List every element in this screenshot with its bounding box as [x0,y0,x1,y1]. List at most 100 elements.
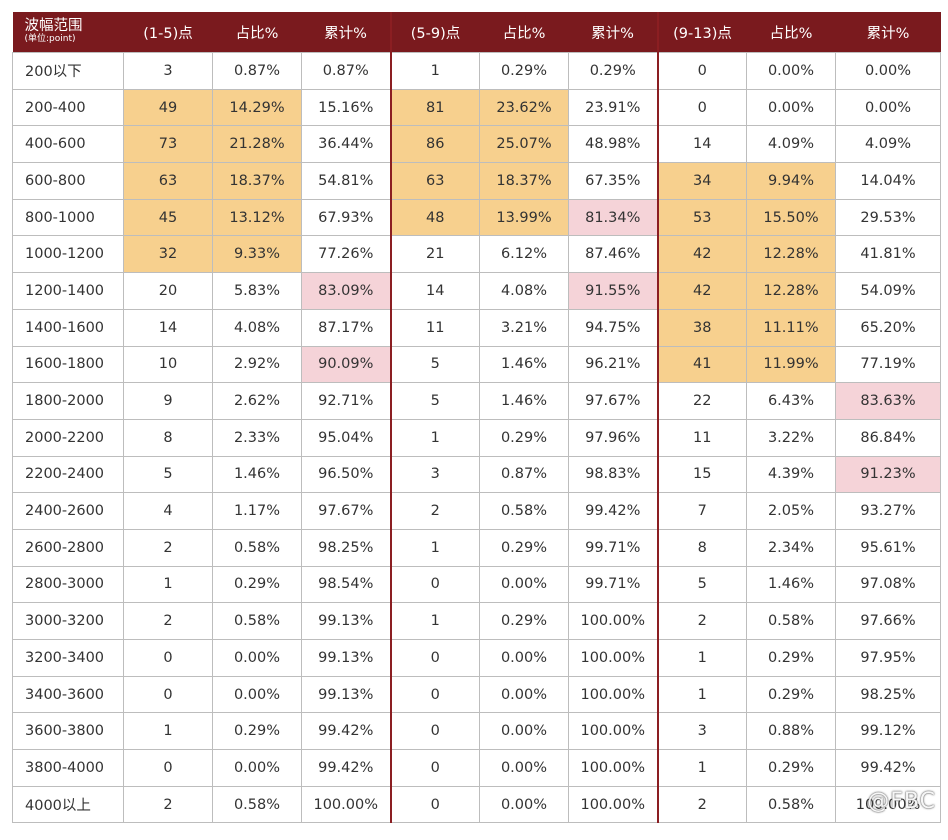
table-cell: 95.04% [301,418,392,457]
table-cell: 11.11% [746,308,836,347]
table-cell: 2.33% [212,418,302,457]
table-cell: 0.00% [479,712,569,751]
row-range-label: 1000-1200 [12,235,124,274]
table-cell: 42 [657,272,747,310]
table-cell: 63 [390,162,480,200]
table-cell: 0.00% [746,52,836,90]
table-cell: 0 [390,712,480,751]
table-row: 1000-1200 32 9.33% 77.26% 21 6.12% 87.46% 42 12.… [12,235,941,274]
header-col-2: 占比% [212,12,302,53]
table-cell: 99.12% [835,712,941,751]
table-cell: 9.94% [746,162,836,200]
table-cell: 91.55% [568,272,659,310]
table-cell: 99.13% [301,675,392,714]
table-cell: 48.98% [568,125,659,164]
row-range-label: 1400-1600 [12,308,124,347]
table-cell: 0 [390,639,480,677]
table-cell: 15 [657,455,747,494]
row-range-label: 3800-4000 [12,749,124,787]
header-range-label: 波幅范围 [24,18,83,34]
row-range-label: 200以下 [12,52,124,90]
row-range-label: 1200-1400 [12,272,124,310]
table-cell: 0.00% [479,785,569,824]
table-cell: 99.42% [301,712,392,751]
table-cell: 98.25% [835,675,941,714]
table-cell: 14 [390,272,480,310]
table-cell: 91.23% [835,455,941,494]
table-cell: 5 [390,345,480,384]
table-cell: 45 [123,198,213,237]
table-row: 3200-3400 0 0.00% 99.13% 0 0.00% 100.00% 1 0.29%… [12,639,941,677]
row-range-label: 4000以上 [12,785,124,824]
table-cell: 5.83% [212,272,302,310]
table-cell: 0 [390,785,480,824]
table-cell: 13.12% [212,198,302,237]
row-range-label: 2800-3000 [12,565,124,604]
table-cell: 0.29% [212,565,302,604]
table-cell: 14.29% [212,88,302,127]
table-row: 4000以上 2 0.58% 100.00% 0 0.00% 100.00% 2 0.58% 10… [12,785,941,824]
header-col-5: 占比% [479,12,569,53]
table-body: 200以下 3 0.87% 0.87% 1 0.29% 0.29% 0 0.00% 0.00% 20… [12,52,941,824]
table-cell: 0.00% [479,639,569,677]
table-cell: 2 [123,785,213,824]
table-cell: 95.61% [835,528,941,567]
table-row: 2200-2400 5 1.46% 96.50% 3 0.87% 98.83% 15 4.39%… [12,455,941,494]
table-cell: 4.39% [746,455,836,494]
table-row: 2600-2800 2 0.58% 98.25% 1 0.29% 99.71% 8 2.34% 9… [12,528,941,567]
table-cell: 81 [390,88,480,127]
table-cell: 8 [123,418,213,457]
table-cell: 5 [123,455,213,494]
table-cell: 100.00% [568,602,659,640]
table-cell: 0.87% [301,52,392,90]
table-cell: 0.29% [568,52,659,90]
table-cell: 34 [657,162,747,200]
table-cell: 0.00% [479,749,569,787]
table-row: 2400-2600 4 1.17% 97.67% 2 0.58% 99.42% 7 2.05% 9… [12,492,941,530]
table-cell: 4.09% [835,125,941,164]
table-cell: 1 [390,418,480,457]
table-cell: 0 [390,565,480,604]
row-range-label: 200-400 [12,88,124,127]
watermark: @FBC [867,789,936,814]
table-cell: 65.20% [835,308,941,347]
table-cell: 22 [657,382,747,420]
row-range-label: 2200-2400 [12,455,124,494]
table-cell: 98.54% [301,565,392,604]
row-range-label: 400-600 [12,125,124,164]
row-range-label: 3000-3200 [12,602,124,640]
table-cell: 0.00% [746,88,836,127]
table-cell: 0.29% [479,418,569,457]
table-cell: 0 [123,749,213,787]
table-cell: 96.21% [568,345,659,384]
table-cell: 54.81% [301,162,392,200]
table-cell: 11 [390,308,480,347]
table-cell: 100.00% [568,749,659,787]
table-row: 3000-3200 2 0.58% 99.13% 1 0.29% 100.00% 2 0.58%… [12,602,941,640]
table-cell: 20 [123,272,213,310]
table-cell: 96.50% [301,455,392,494]
table-cell: 99.71% [568,528,659,567]
table-cell: 92.71% [301,382,392,420]
table-cell: 25.07% [479,125,569,164]
table-cell: 83.63% [835,382,941,420]
table-cell: 0 [123,639,213,677]
table-cell: 18.37% [479,162,569,200]
table-cell: 0.00% [479,565,569,604]
table-cell: 93.27% [835,492,941,530]
table-cell: 0.29% [746,749,836,787]
table-row: 2800-3000 1 0.29% 98.54% 0 0.00% 99.71% 5 1.46% 9… [12,565,941,604]
table-cell: 36.44% [301,125,392,164]
table-cell: 38 [657,308,747,347]
row-range-label: 1800-2000 [12,382,124,420]
table-cell: 0 [657,88,747,127]
table-cell: 99.71% [568,565,659,604]
table-cell: 3 [657,712,747,751]
header-col-4: (5-9)点 [390,12,480,53]
table-cell: 87.46% [568,235,659,274]
table-row: 1600-1800 10 2.92% 90.09% 5 1.46% 96.21% 41 11.9… [12,345,941,384]
table-cell: 97.95% [835,639,941,677]
table-header-row: 波幅范围 (单位:point) (1-5)点 占比% 累计% (5-9)点 占比… [12,12,941,53]
table-cell: 97.66% [835,602,941,640]
table-cell: 0.87% [479,455,569,494]
